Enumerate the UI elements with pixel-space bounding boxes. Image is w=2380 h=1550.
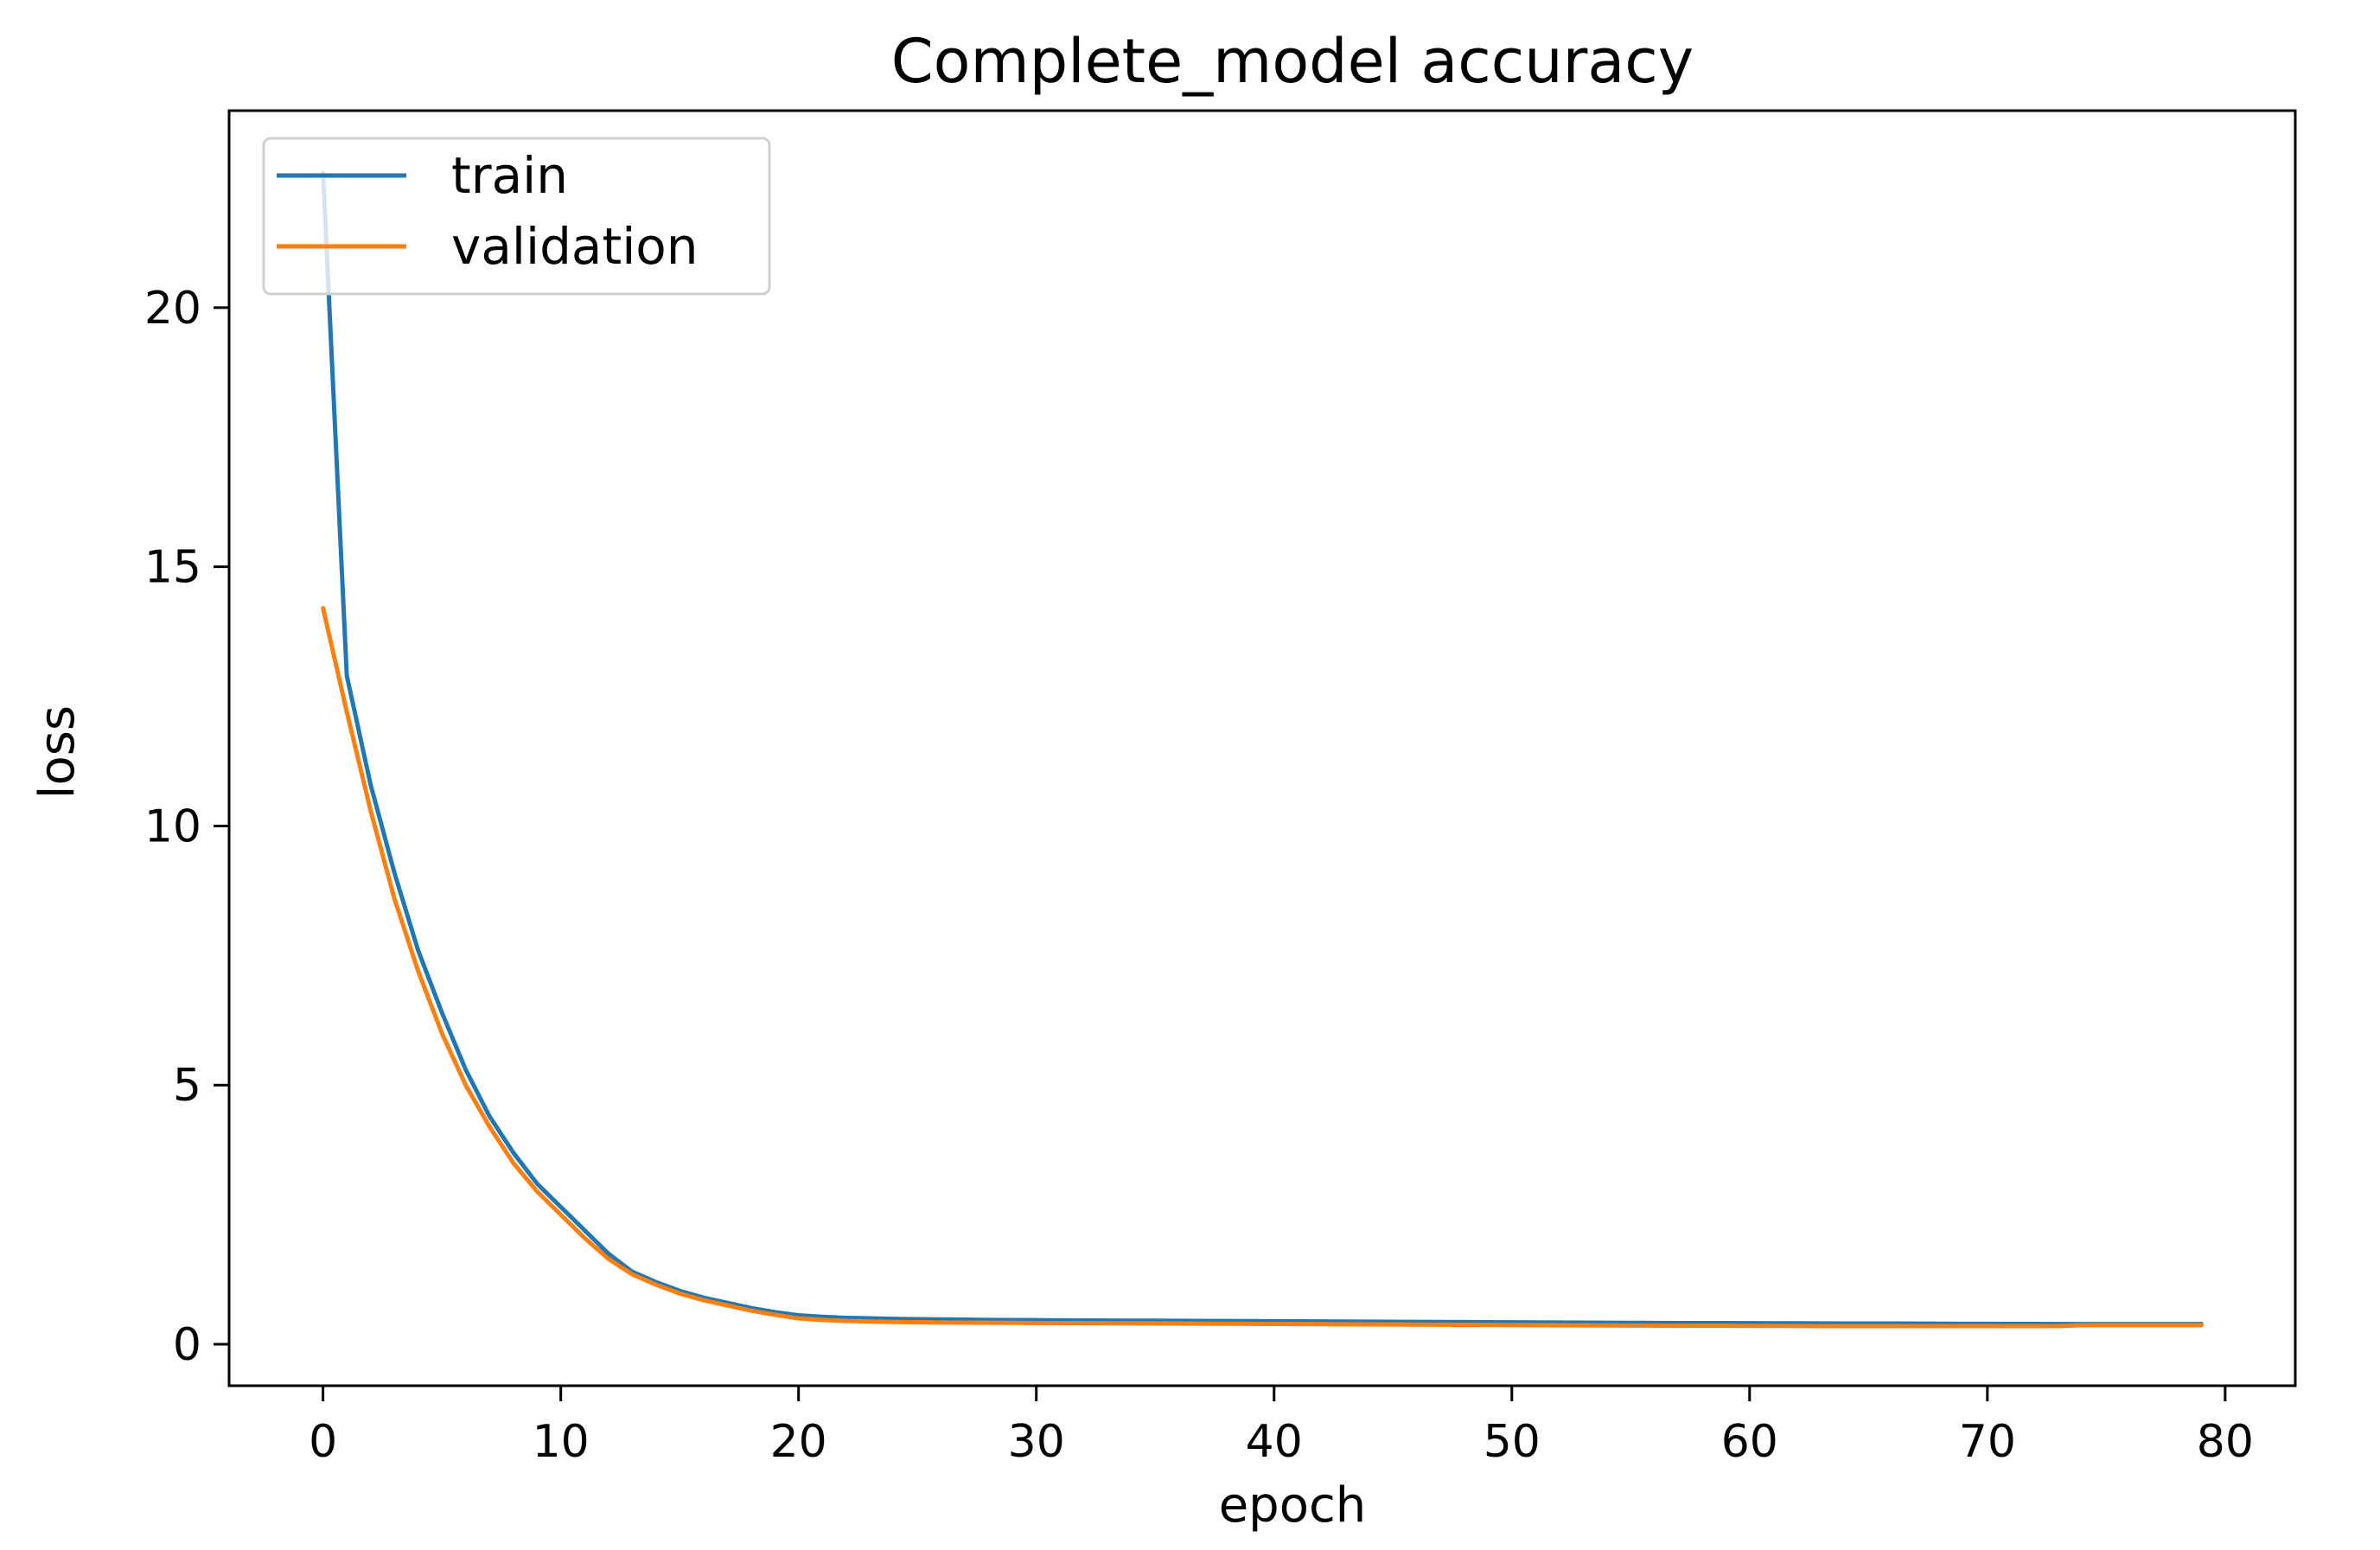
series-group [321,170,2204,1329]
x-tick-label: 30 [1008,1416,1065,1468]
x-tick-label: 60 [1721,1416,1778,1468]
y-tick-label: 0 [173,1319,201,1371]
x-axis-label: epoch [1219,1477,1367,1534]
y-tick-label: 10 [144,801,201,852]
series-line-validation [321,606,2204,1329]
x-tick-label: 80 [2197,1416,2254,1468]
legend: train validation [262,137,771,296]
x-tick-label: 50 [1484,1416,1541,1468]
series-line-train [321,170,2204,1327]
y-tick-label: 15 [144,542,201,594]
x-axis: 0 10 20 30 40 50 60 70 80 [309,1386,2254,1468]
y-axis-label: loss [29,705,86,799]
x-tick-label: 10 [533,1416,590,1468]
y-axis: 0 5 10 15 20 [144,283,229,1371]
y-tick-label: 20 [144,283,201,335]
x-tick-label: 70 [1959,1416,2016,1468]
legend-label-train: train [451,146,568,205]
plot-frame [227,109,2297,1387]
legend-label-validation: validation [451,217,699,276]
x-tick-label: 20 [770,1416,827,1468]
chart-title: Complete_model accuracy [891,26,1694,97]
y-tick-label: 5 [173,1060,201,1112]
plot-area [227,109,2297,1387]
x-tick-label: 0 [309,1416,337,1468]
x-tick-label: 40 [1246,1416,1303,1468]
